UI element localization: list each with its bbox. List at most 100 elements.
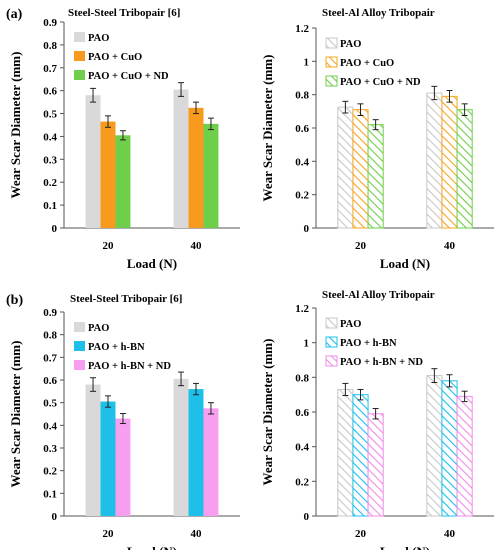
legend-label: PAO + CuO xyxy=(340,58,394,69)
bar-pao-20 xyxy=(337,106,354,229)
y-tick-label: 0.2 xyxy=(43,466,57,478)
legend-swatch xyxy=(325,75,338,87)
panel-label-b: (b) xyxy=(6,293,23,308)
y-tick-label: 0.5 xyxy=(43,398,57,410)
bar-pao-40 xyxy=(426,375,443,517)
bar-pao-h-bn-20 xyxy=(352,394,369,517)
y-tick-label: 0.4 xyxy=(43,420,57,432)
y-tick-label: 0.6 xyxy=(295,407,309,419)
chart-title: Steel-Steel Tribopair [6] xyxy=(70,293,182,305)
legend-label: PAO xyxy=(340,39,361,50)
bar-pao-20 xyxy=(85,95,101,228)
y-tick-label: 0.8 xyxy=(295,372,309,384)
y-axis-label: Wear Scar Diameter (mm) xyxy=(260,55,275,202)
legend-label: PAO + h-BN xyxy=(88,342,145,353)
legend-swatch xyxy=(325,37,338,49)
bar-pao-h-bn-nd-40 xyxy=(203,408,219,516)
legend-swatch xyxy=(74,341,85,351)
chart-3: Steel-Steel Tribopair [6] 0 0.1 0.2 0.3 0.4 0.… xyxy=(8,293,240,550)
chart-title: Steel-Steel Tribopair [6] xyxy=(68,7,180,19)
legend-label: PAO + h-BN xyxy=(340,338,397,349)
legend-label: PAO + CuO xyxy=(88,52,142,63)
y-axis-label: Wear Scar Diameter (mm) xyxy=(8,52,23,199)
bar-pao-40 xyxy=(173,89,189,229)
y-tick-label: 1 xyxy=(304,338,310,350)
y-tick-label: 1 xyxy=(304,56,310,68)
x-tick-label: 40 xyxy=(444,528,456,540)
y-tick-label: 0.9 xyxy=(43,17,57,29)
y-tick-label: 0.4 xyxy=(295,442,309,454)
y-tick-label: 0.6 xyxy=(295,123,309,135)
legend-label: PAO + CuO + ND xyxy=(88,71,169,82)
y-tick-label: 0 xyxy=(304,223,310,235)
chart-title: Steel-Al Alloy Tribopair xyxy=(322,289,435,301)
bar-pao-h-bn-40 xyxy=(188,389,204,516)
legend-swatch xyxy=(74,32,85,42)
bar-pao-cuo-nd-20 xyxy=(367,124,384,229)
x-tick-label: 20 xyxy=(355,240,367,252)
bar-pao-cuo-nd-40 xyxy=(203,123,219,228)
chart-1: Steel-Steel Tribopair [6] 0 0.1 0.2 0.3 0.4 0.… xyxy=(8,7,240,271)
x-axis-label: Load (N) xyxy=(380,256,430,271)
chart-2: Steel-Al Alloy Tribopair 0 0.2 0.4 0.6 0.8 1 1.… xyxy=(260,7,494,271)
y-tick-label: 0.6 xyxy=(43,375,57,387)
bar-pao-h-bn-nd-20 xyxy=(115,418,131,516)
x-tick-label: 40 xyxy=(191,240,203,252)
y-tick-label: 0 xyxy=(52,511,58,523)
y-axis-label: Wear Scar Diameter (mm) xyxy=(260,339,275,486)
panel-label-a: (a) xyxy=(6,7,23,22)
y-tick-label: 0.7 xyxy=(43,63,57,75)
y-tick-label: 0 xyxy=(52,223,58,235)
x-tick-label: 20 xyxy=(355,528,367,540)
legend-swatch xyxy=(325,56,338,68)
bar-pao-cuo-20 xyxy=(352,109,369,229)
chart-4: Steel-Al Alloy Tribopair 0 0.2 0.4 0.6 0.8 1 1.… xyxy=(260,289,494,550)
y-tick-label: 0.2 xyxy=(295,476,309,488)
bar-pao-20 xyxy=(337,388,354,517)
legend-label: PAO xyxy=(88,323,109,334)
y-tick-label: 0.3 xyxy=(43,154,57,166)
y-tick-label: 0.1 xyxy=(43,200,57,212)
x-axis-label: Load (N) xyxy=(127,544,177,550)
bar-pao-40 xyxy=(173,378,189,516)
y-tick-label: 0.9 xyxy=(43,307,57,319)
bar-pao-cuo-nd-20 xyxy=(115,135,131,228)
legend-swatch xyxy=(74,360,85,370)
y-tick-label: 0.6 xyxy=(43,86,57,98)
y-tick-label: 0.2 xyxy=(295,190,309,202)
y-axis-label: Wear Scar Diameter (mm) xyxy=(8,341,23,488)
bar-pao-20 xyxy=(85,384,101,516)
bar-pao-h-bn-40 xyxy=(441,380,458,517)
legend-label: PAO xyxy=(340,319,361,330)
y-tick-label: 0.1 xyxy=(43,488,57,500)
bar-pao-40 xyxy=(426,92,443,229)
y-tick-label: 1.2 xyxy=(295,23,309,35)
legend-swatch xyxy=(325,317,338,329)
x-tick-label: 40 xyxy=(444,240,456,252)
x-axis-label: Load (N) xyxy=(380,544,430,550)
legend-swatch xyxy=(74,51,85,61)
legend-label: PAO + h-BN + ND xyxy=(340,357,423,368)
legend-swatch xyxy=(325,336,338,348)
chart-title: Steel-Al Alloy Tribopair xyxy=(322,7,435,19)
legend-label: PAO xyxy=(88,33,109,44)
y-tick-label: 0.8 xyxy=(295,90,309,102)
y-tick-label: 0.4 xyxy=(295,156,309,168)
bar-pao-cuo-nd-40 xyxy=(456,109,473,229)
y-tick-label: 0.7 xyxy=(43,352,57,364)
x-tick-label: 20 xyxy=(103,528,115,540)
y-tick-label: 0.8 xyxy=(43,330,57,342)
legend-label: PAO + h-BN + ND xyxy=(88,361,171,372)
bar-pao-cuo-40 xyxy=(188,107,204,228)
bar-pao-h-bn-nd-40 xyxy=(456,395,473,517)
x-tick-label: 40 xyxy=(191,528,203,540)
y-tick-label: 0 xyxy=(304,511,310,523)
y-tick-label: 0.3 xyxy=(43,443,57,455)
bar-pao-h-bn-20 xyxy=(100,401,116,516)
legend-swatch xyxy=(325,355,338,367)
y-tick-label: 0.2 xyxy=(43,177,57,189)
y-tick-label: 0.5 xyxy=(43,109,57,121)
y-tick-label: 0.4 xyxy=(43,131,57,143)
x-axis-label: Load (N) xyxy=(127,256,177,271)
